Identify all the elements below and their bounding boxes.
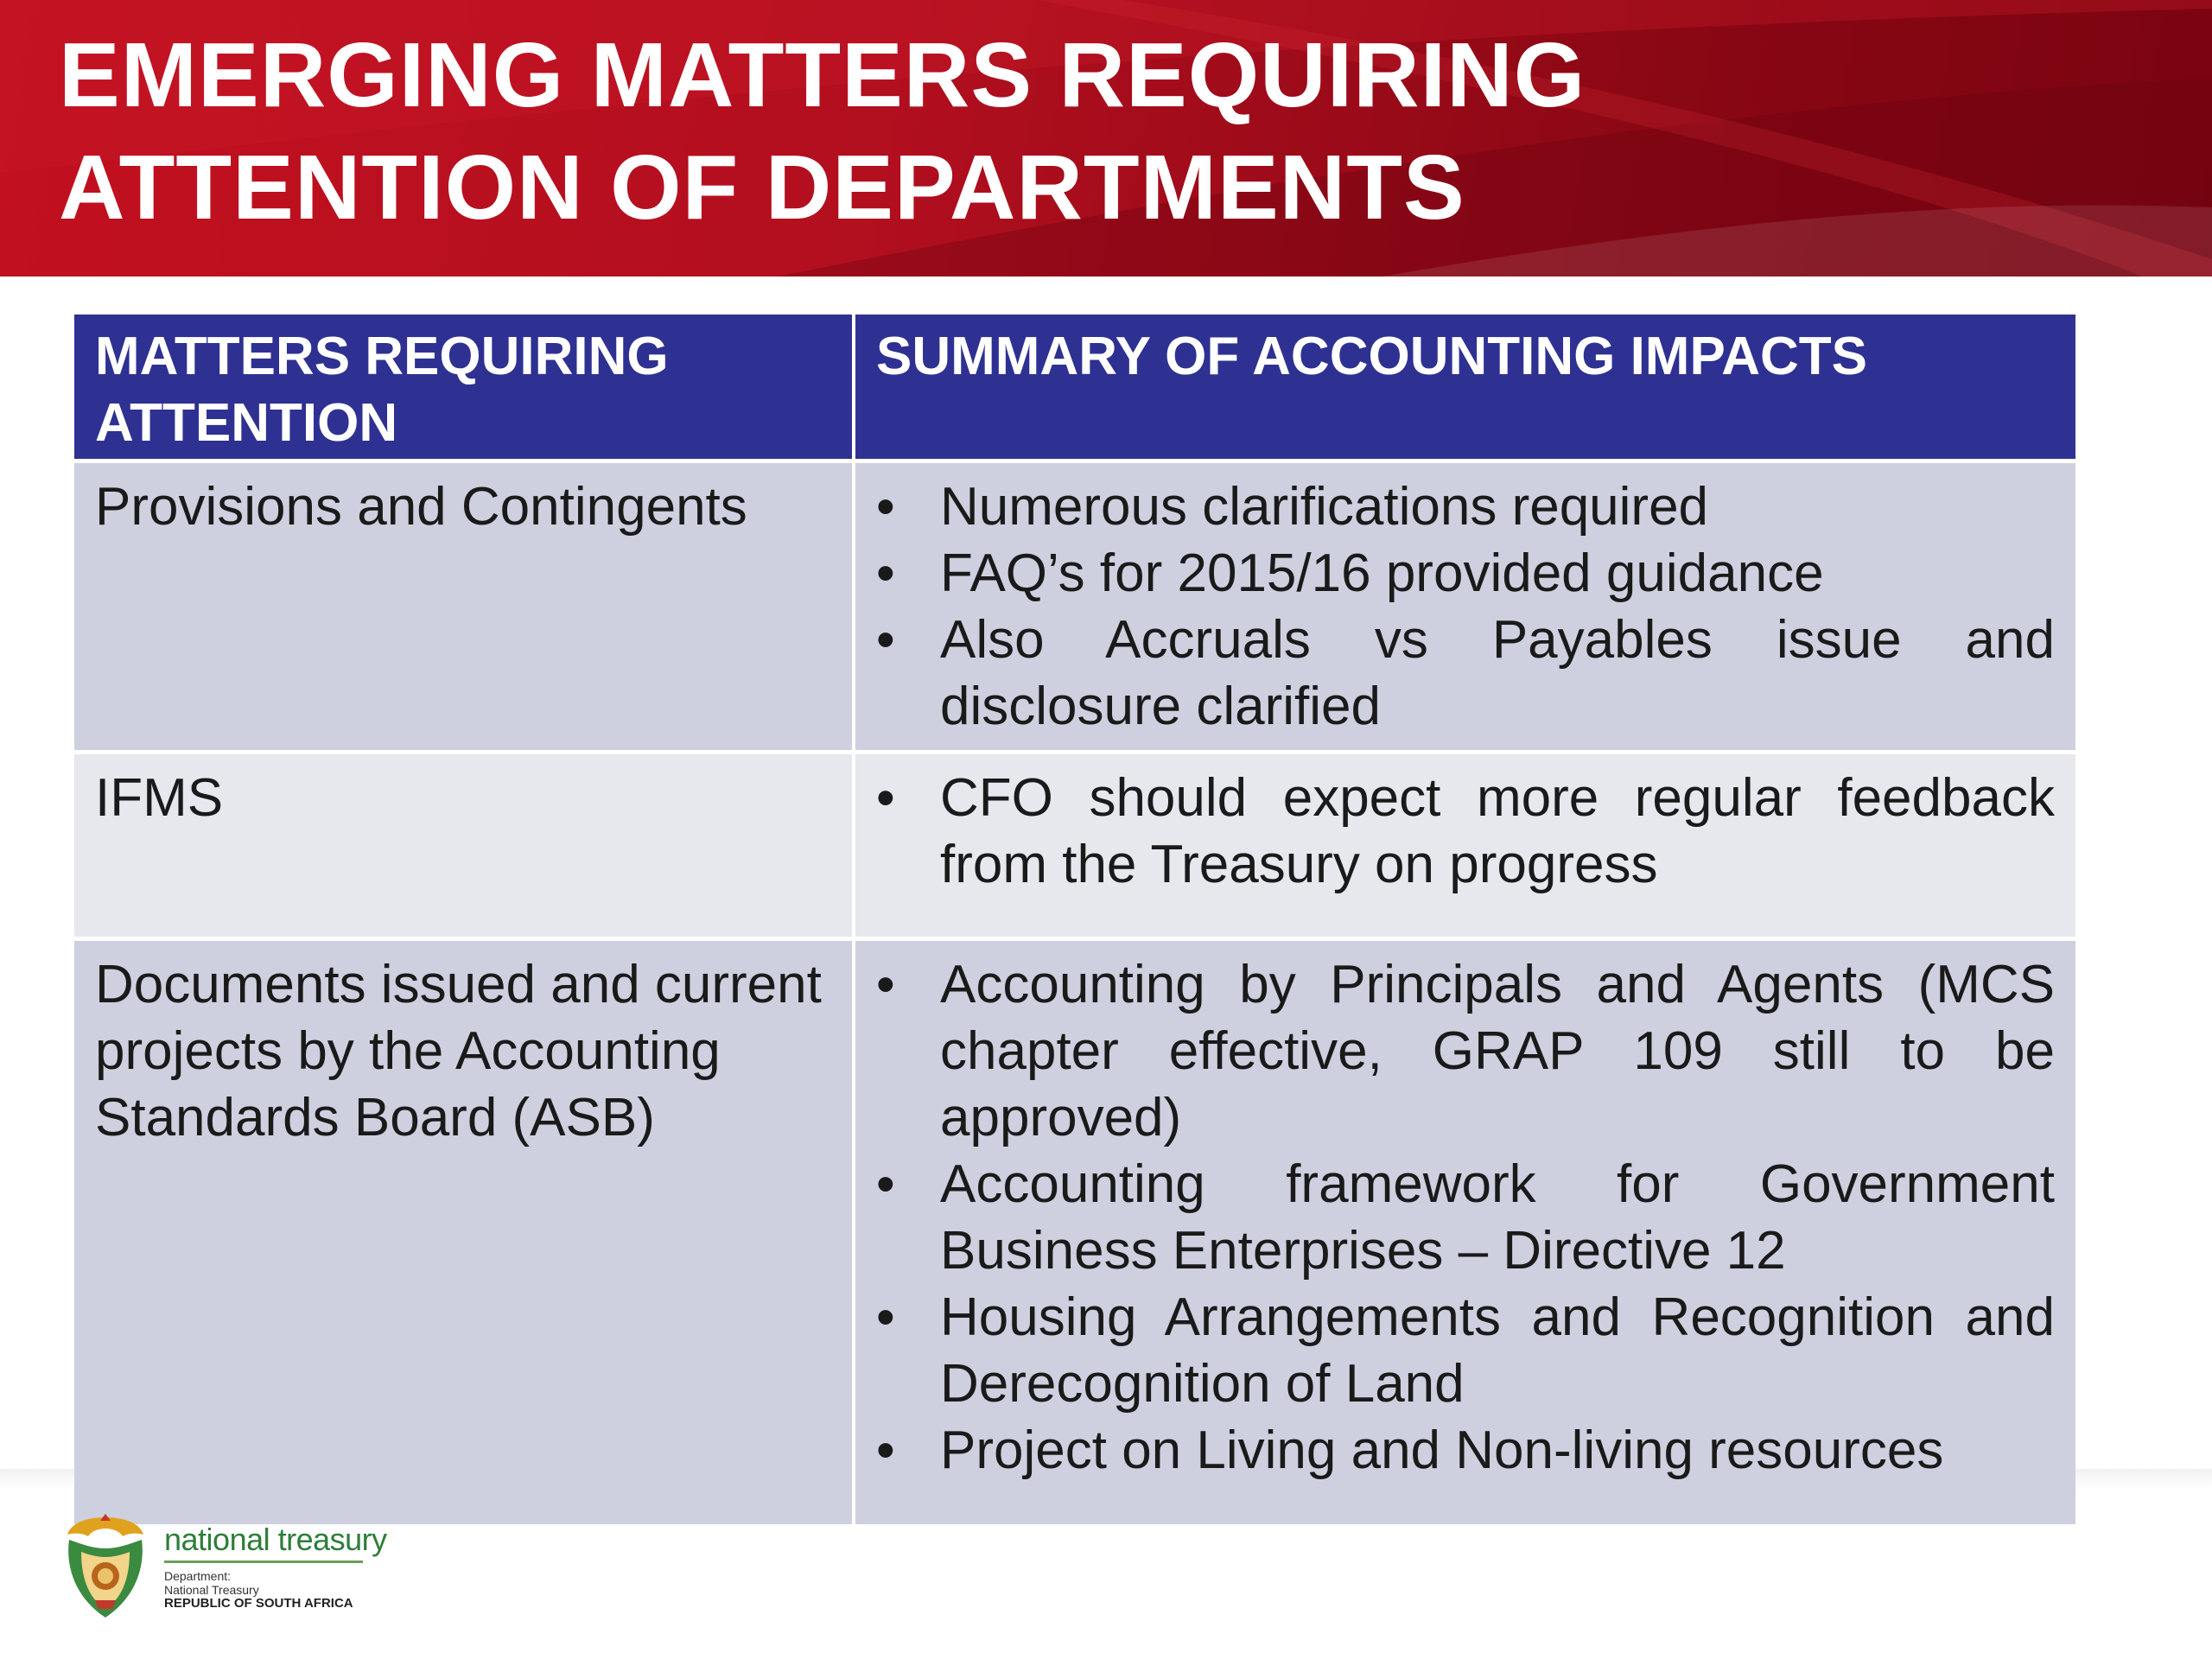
table-header-row: MATTERS REQUIRING ATTENTION SUMMARY OF A…	[74, 315, 2075, 463]
logo-line-national-treasury: National Treasury	[164, 1583, 259, 1597]
national-treasury-logo: national treasury Department: National T…	[62, 1514, 391, 1626]
header-band: EMERGING MATTERS REQUIRING ATTENTION OF …	[0, 0, 2212, 276]
list-item: Housing Arrangements and Recognition and…	[876, 1284, 2055, 1417]
matter-cell: IFMS	[74, 754, 855, 941]
logo-underline	[164, 1560, 363, 1563]
impacts-list: CFO should expect more regular feedback …	[876, 765, 2055, 898]
title-line-2: ATTENTION OF DEPARTMENTS	[59, 137, 1465, 238]
list-item: Accounting framework for Government Busi…	[876, 1151, 2055, 1284]
title-line-1: EMERGING MATTERS REQUIRING	[59, 24, 1586, 126]
impacts-list: Numerous clarifications required FAQ’s f…	[876, 474, 2055, 740]
list-item: Project on Living and Non-living resourc…	[876, 1417, 2055, 1484]
table-row: Documents issued and current projects by…	[74, 941, 2075, 1529]
list-item: FAQ’s for 2015/16 provided guidance	[876, 540, 2055, 607]
table-row: Provisions and Contingents Numerous clar…	[74, 463, 2075, 754]
list-item: Also Accruals vs Payables issue and disc…	[876, 607, 2055, 740]
impacts-list: Accounting by Principals and Agents (MCS…	[876, 951, 2055, 1484]
list-item: CFO should expect more regular feedback …	[876, 765, 2055, 898]
impacts-cell: Numerous clarifications required FAQ’s f…	[855, 463, 2075, 754]
column-header-impacts: SUMMARY OF ACCOUNTING IMPACTS	[855, 315, 2075, 463]
logo-line-department: Department:	[164, 1569, 232, 1583]
header-wave-decoration	[0, 0, 2212, 276]
logo-line-republic: REPUBLIC OF SOUTH AFRICA	[164, 1596, 353, 1611]
matter-cell: Documents issued and current projects by…	[74, 941, 855, 1529]
impacts-cell: CFO should expect more regular feedback …	[855, 754, 2075, 941]
logo-brand-text: national treasury	[164, 1522, 387, 1557]
list-item: Numerous clarifications required	[876, 474, 2055, 540]
page-title: EMERGING MATTERS REQUIRING ATTENTION OF …	[59, 19, 1586, 244]
list-item: Accounting by Principals and Agents (MCS…	[876, 951, 2055, 1151]
matter-cell: Provisions and Contingents	[74, 463, 855, 754]
coat-of-arms-icon	[67, 1514, 143, 1618]
table-row: IFMS CFO should expect more regular feed…	[74, 754, 2075, 941]
matters-table: MATTERS REQUIRING ATTENTION SUMMARY OF A…	[74, 315, 2075, 1529]
impacts-cell: Accounting by Principals and Agents (MCS…	[855, 941, 2075, 1529]
column-header-matters: MATTERS REQUIRING ATTENTION	[74, 315, 855, 463]
